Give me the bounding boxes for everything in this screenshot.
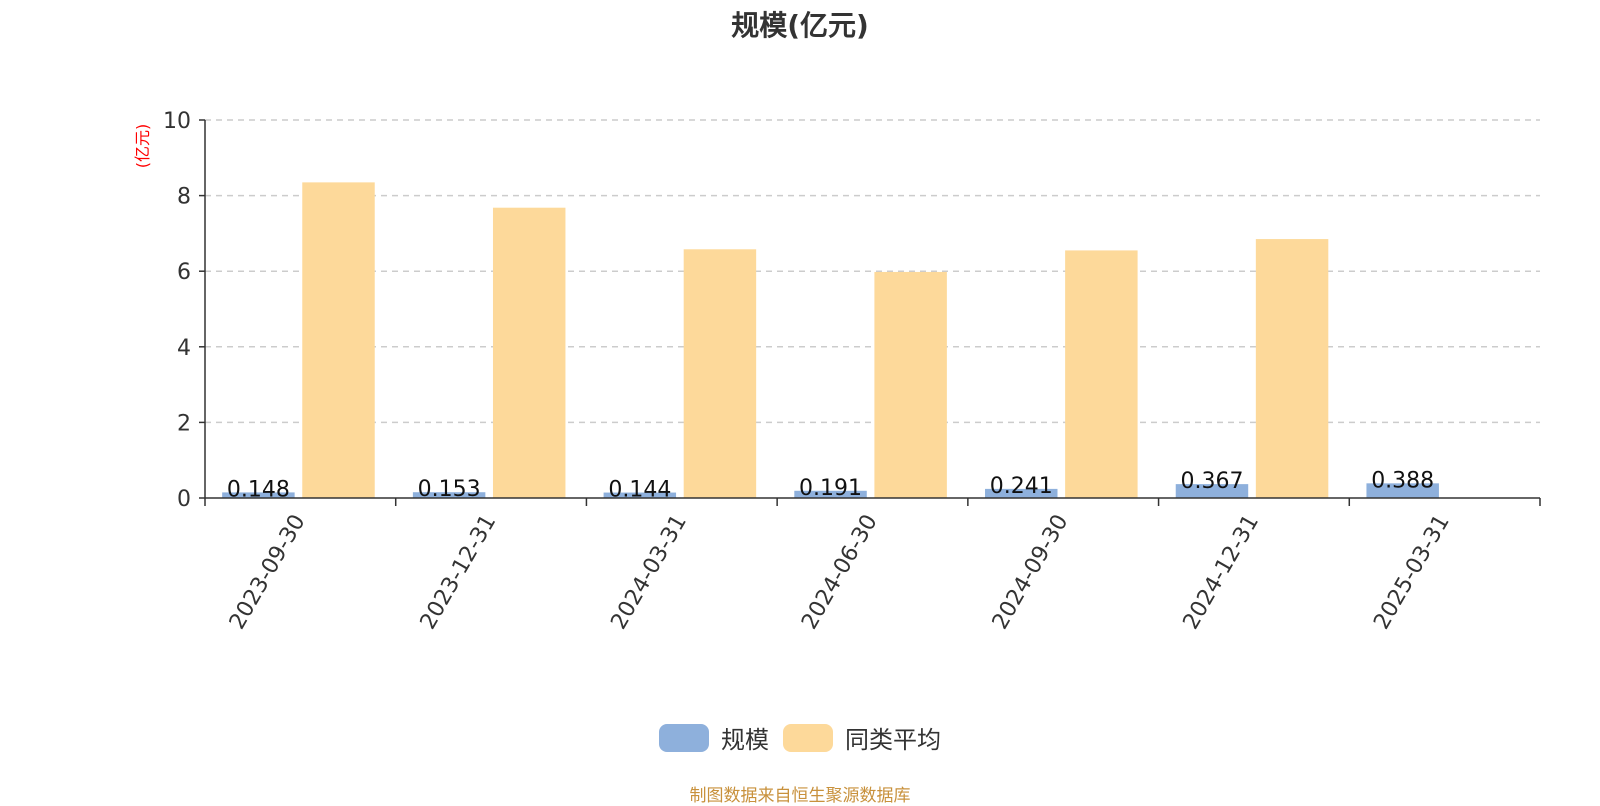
y-tick-label: 4 xyxy=(177,336,191,361)
legend: 规模 同类平均 xyxy=(0,720,1600,755)
y-tick-label: 2 xyxy=(177,411,191,436)
x-tick-label: 2024-06-30 xyxy=(797,511,883,634)
chart-title: 规模(亿元) xyxy=(731,9,869,42)
bars xyxy=(222,182,1439,499)
data-label-scale: 0.388 xyxy=(1371,468,1434,493)
bar-scale xyxy=(1175,484,1249,498)
data-label-scale: 0.144 xyxy=(608,478,671,503)
bar-scale xyxy=(412,492,486,498)
x-tick-label: 2024-09-30 xyxy=(988,511,1074,634)
legend-swatch-scale xyxy=(659,723,709,752)
data-label-scale: 0.191 xyxy=(799,476,862,501)
bar-scale xyxy=(603,492,677,498)
legend-label-peer-average: 同类平均 xyxy=(845,726,941,754)
data-labels: 0.148 0.153 0.144 0.191 0.241 0.367 0.388 xyxy=(227,468,1434,502)
y-tick-label: 0 xyxy=(177,487,191,512)
legend-swatch-peer-average xyxy=(783,723,833,752)
bar-scale xyxy=(1366,483,1439,498)
y-tick-label: 6 xyxy=(177,260,191,285)
bar-scale xyxy=(794,490,867,498)
y-axis-label: (亿元) xyxy=(133,124,152,169)
legend-label-scale: 规模 xyxy=(721,726,769,754)
x-tick-label: 2025-03-31 xyxy=(1369,511,1455,634)
bar-peer-average xyxy=(1065,250,1138,498)
x-tick-label: 2023-09-30 xyxy=(225,511,311,634)
y-tick-label: 10 xyxy=(163,109,191,134)
bar-scale xyxy=(985,488,1058,498)
bar-peer-average xyxy=(1255,239,1329,498)
grid-lines xyxy=(205,119,1540,424)
x-tick-label: 2024-03-31 xyxy=(606,511,692,634)
legend-item-scale[interactable]: 规模 xyxy=(659,720,769,755)
legend-item-peer-average[interactable]: 同类平均 xyxy=(783,720,941,755)
x-tick-label: 2024-12-31 xyxy=(1179,511,1265,634)
data-label-scale: 0.367 xyxy=(1180,469,1243,494)
data-label-scale: 0.241 xyxy=(990,474,1053,499)
y-tick-label: 8 xyxy=(177,185,191,210)
bar-peer-average xyxy=(874,271,947,498)
source-note: 制图数据来自恒生聚源数据库 xyxy=(689,786,911,806)
bar-scale xyxy=(222,492,295,498)
bar-peer-average xyxy=(302,182,375,498)
bar-peer-average xyxy=(683,249,757,498)
bar-peer-average xyxy=(492,207,566,499)
x-tick-label: 2023-12-31 xyxy=(416,511,502,634)
